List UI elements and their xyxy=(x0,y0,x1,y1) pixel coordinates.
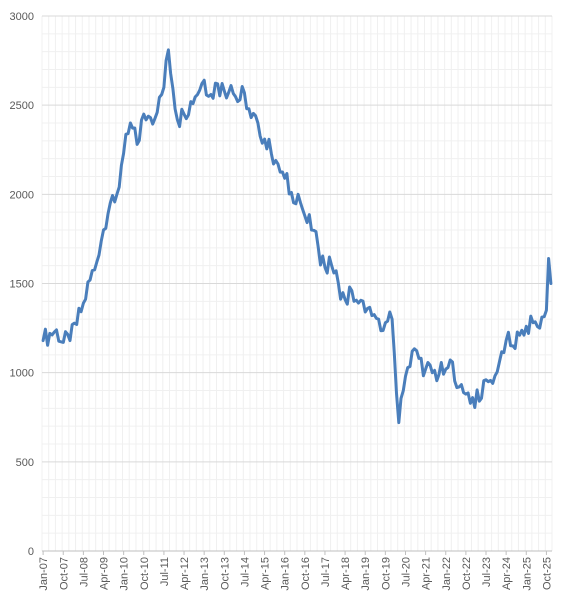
x-axis-tick-labels: Jan-07 Oct-07 Jul-08 Apr-09 Jan-10 Oct-10 Jul-… xyxy=(38,551,553,591)
x-tick-label: Jan-25 xyxy=(521,557,533,591)
x-tick-label: Jul-23 xyxy=(481,557,493,587)
x-tick-label: Jan-10 xyxy=(119,557,131,591)
x-tick-label: Apr-15 xyxy=(260,557,272,590)
x-tick-label: Oct-25 xyxy=(541,557,553,590)
x-tick-label: Jul-11 xyxy=(159,557,171,586)
y-tick-label: 1000 xyxy=(10,368,34,380)
x-tick-label: Jan-07 xyxy=(38,557,50,591)
x-tick-label: Oct-10 xyxy=(139,557,151,590)
x-tick-label: Apr-18 xyxy=(340,557,352,590)
y-tick-label: 2500 xyxy=(10,100,34,112)
x-tick-label: Apr-09 xyxy=(99,557,111,590)
x-tick-label: Apr-21 xyxy=(421,557,433,590)
y-tick-label: 0 xyxy=(28,546,34,558)
x-tick-label: Jan-22 xyxy=(441,557,453,591)
x-tick-label: Apr-24 xyxy=(501,557,513,590)
x-tick-label: Oct-22 xyxy=(461,557,473,590)
x-tick-label: Jan-19 xyxy=(360,557,372,591)
x-tick-label: Jul-08 xyxy=(78,557,90,587)
x-tick-label: Oct-13 xyxy=(219,557,231,590)
x-tick-label: Jul-14 xyxy=(239,557,251,587)
x-tick-label: Apr-12 xyxy=(179,557,191,590)
x-tick-label: Jul-20 xyxy=(400,557,412,587)
x-tick-label: Jan-13 xyxy=(199,557,211,591)
y-axis-tick-labels: 0 500 1000 1500 2000 2500 3000 xyxy=(10,11,34,558)
y-tick-label: 500 xyxy=(16,457,34,469)
x-tick-label: Oct-19 xyxy=(380,557,392,590)
y-tick-label: 2000 xyxy=(10,189,34,201)
x-tick-label: Oct-16 xyxy=(300,557,312,590)
y-tick-label: 3000 xyxy=(10,11,34,23)
x-tick-label: Jan-16 xyxy=(280,557,292,591)
series-line xyxy=(41,48,553,425)
x-tick-label: Jul-17 xyxy=(320,557,332,587)
y-tick-label: 1500 xyxy=(10,279,34,291)
x-tick-label: Oct-07 xyxy=(58,557,70,590)
